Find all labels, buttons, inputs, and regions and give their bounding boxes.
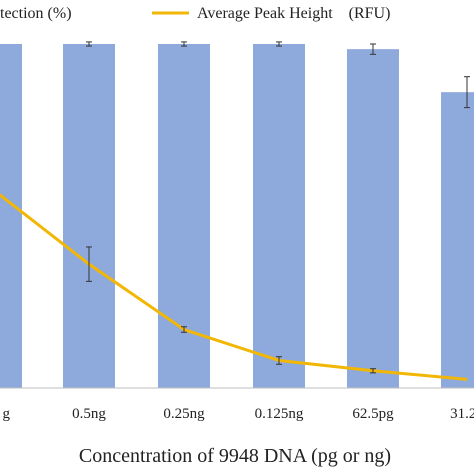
bar <box>347 49 399 388</box>
line-error-bars <box>86 246 376 374</box>
bar <box>0 44 22 388</box>
bar <box>253 44 305 388</box>
line-path <box>0 193 468 381</box>
x-tick-label: 0.25ng <box>163 406 205 422</box>
bar <box>63 44 115 388</box>
legend-line-label: Average Peak Height (RFU) <box>197 5 390 22</box>
x-tick-label: 0.5ng <box>72 406 106 422</box>
bar <box>441 92 474 388</box>
x-tick-label: g <box>3 406 11 422</box>
bar-series <box>0 44 474 388</box>
legend-bar-label: tection (%) <box>0 5 72 22</box>
x-tick-label: 0.125ng <box>255 406 304 422</box>
x-tick-label: 31.25 <box>450 406 474 422</box>
x-tick-label: 62.5pg <box>352 406 394 422</box>
x-tick-labels: g 0.5ng 0.25ng 0.125ng 62.5pg 31.25 <box>3 406 474 422</box>
line-point <box>466 378 468 380</box>
x-axis-title: Concentration of 9948 DNA (pg or ng) <box>79 445 391 467</box>
bar-error-bars <box>86 41 470 109</box>
